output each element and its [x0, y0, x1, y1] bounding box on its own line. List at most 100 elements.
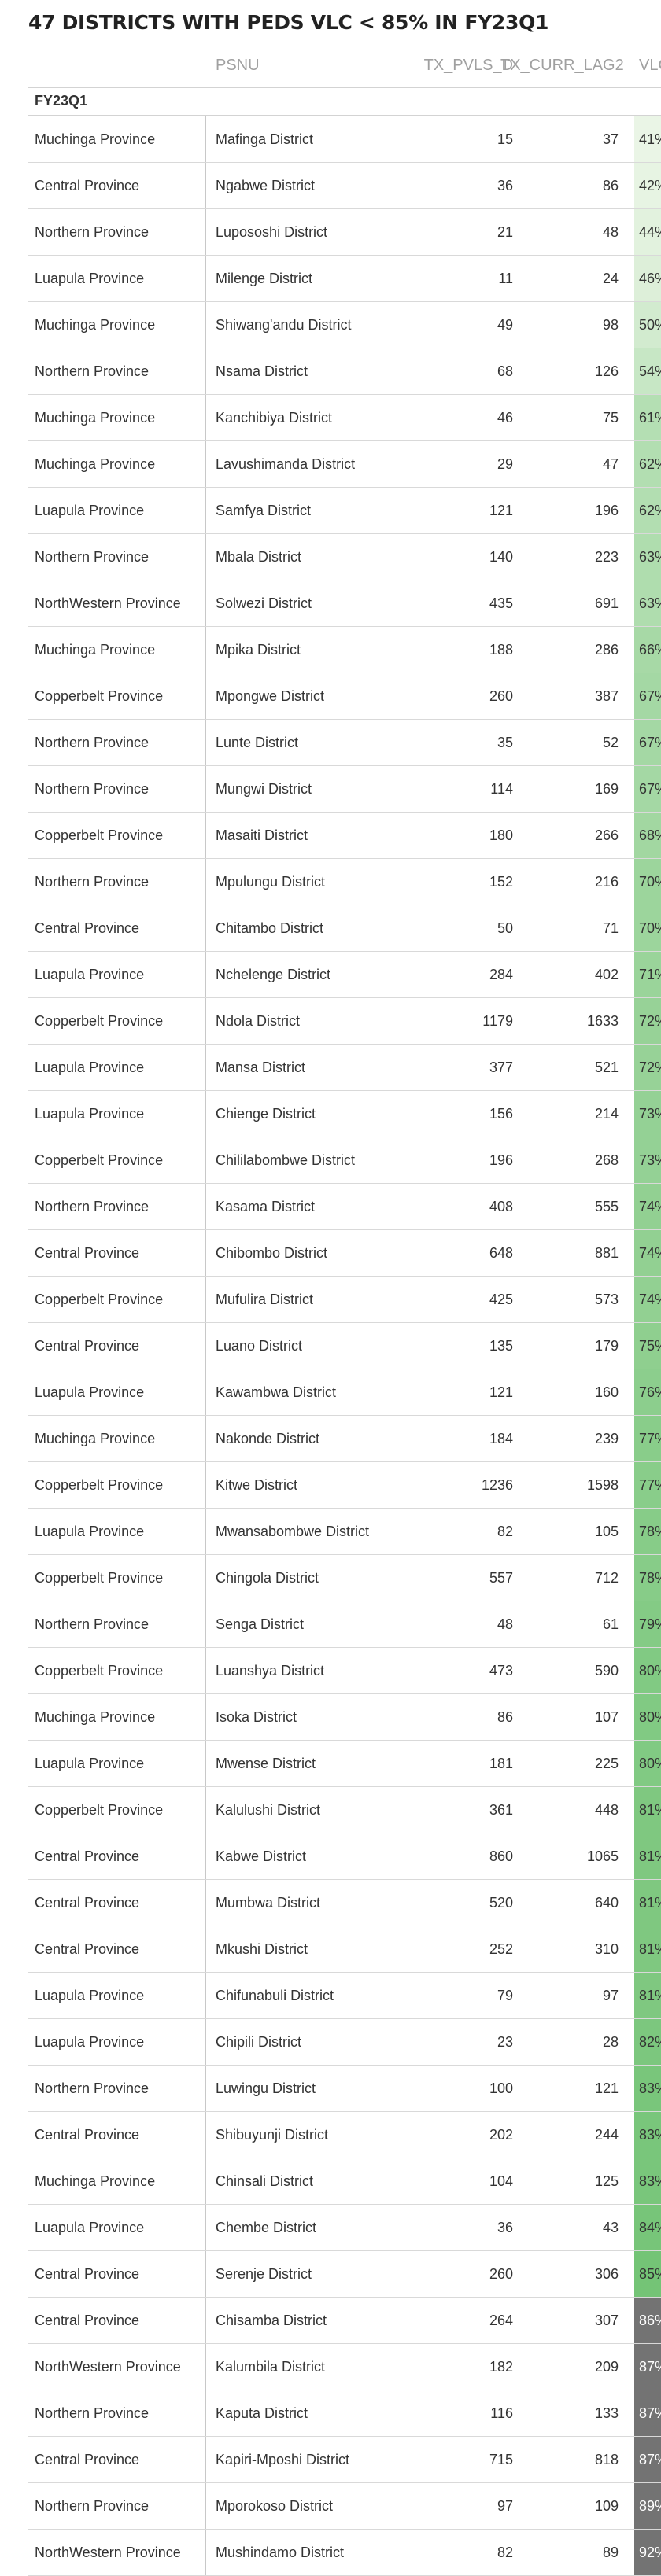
table-row: Copperbelt Province Chililabombwe Distric… [28, 1137, 661, 1184]
table-row: Central Province Mkushi District 252 310 81% [28, 1926, 661, 1973]
column-header-tx-pvls-d[interactable]: TX_PVLS_D [423, 57, 513, 74]
province-cell: Northern Province [35, 363, 150, 379]
tx-curr-lag2-cell: 133 [594, 2405, 619, 2421]
tx-pvls-d-cell: 1236 [481, 1477, 513, 1493]
column-divider [205, 1509, 206, 1554]
province-cell: Northern Province [35, 1199, 150, 1214]
psnu-cell: Kaputa District [216, 2405, 308, 2421]
tx-curr-lag2-cell: 169 [594, 781, 619, 797]
tx-curr-lag2-cell: 239 [594, 1431, 619, 1446]
tx-pvls-d-cell: 260 [489, 2266, 513, 2282]
table-row: Muchinga Province Mpika District 188 286 66% [28, 627, 661, 673]
column-divider [205, 859, 206, 905]
psnu-cell: Solwezi District [216, 595, 312, 611]
vlc-value: 71% [639, 967, 661, 982]
psnu-cell: Kalulushi District [216, 1802, 321, 1818]
vlc-value: 63% [639, 595, 661, 611]
psnu-cell: Lupososhi District [216, 224, 328, 240]
table-row: Copperbelt Province Mpongwe District 260 38… [28, 673, 661, 720]
psnu-cell: Chisamba District [216, 2313, 327, 2328]
psnu-cell: Shibuyunji District [216, 2127, 329, 2143]
psnu-cell: Chibombo District [216, 1245, 328, 1261]
column-divider [205, 2251, 206, 2297]
vlc-value: 50% [639, 317, 661, 333]
psnu-cell: Kasama District [216, 1199, 316, 1214]
tx-pvls-d-cell: 49 [497, 317, 513, 333]
tx-curr-lag2-cell: 448 [594, 1802, 619, 1818]
province-cell: Luapula Province [35, 271, 145, 286]
table-row: Northern Province Senga District 48 61 79% [28, 1601, 661, 1648]
psnu-cell: Luanshya District [216, 1663, 325, 1679]
tx-curr-lag2-cell: 160 [594, 1384, 619, 1400]
vlc-value: 84% [639, 2220, 661, 2235]
vlc-cell: 89% [634, 2483, 661, 2529]
vlc-value: 42% [639, 178, 661, 193]
vlc-value: 75% [639, 1338, 661, 1354]
province-cell: Northern Province [35, 735, 150, 750]
vlc-cell: 85% [634, 2251, 661, 2297]
column-header-psnu[interactable]: PSNU [216, 57, 260, 74]
tx-pvls-d-cell: 284 [489, 967, 513, 982]
column-divider [205, 1091, 206, 1137]
province-cell: Northern Province [35, 781, 150, 797]
column-header-tx-curr-lag2[interactable]: TX_CURR_LAG2 [500, 57, 624, 74]
vlc-cell: 81% [634, 1787, 661, 1833]
tx-curr-lag2-cell: 125 [594, 2173, 619, 2189]
vlc-cell: 84% [634, 2205, 661, 2250]
psnu-cell: Masaiti District [216, 827, 308, 843]
vlc-value: 62% [639, 503, 661, 518]
vlc-cell: 81% [634, 1926, 661, 1972]
province-cell: Central Province [35, 2452, 140, 2467]
vlc-value: 81% [639, 1895, 661, 1911]
tx-curr-lag2-cell: 402 [594, 967, 619, 982]
tx-pvls-d-cell: 11 [498, 271, 513, 286]
vlc-cell: 42% [634, 163, 661, 208]
table-row: Luapula Province Chifunabuli District 79 97… [28, 1973, 661, 2019]
group-header: FY23Q1 [28, 88, 661, 116]
vlc-cell: 68% [634, 813, 661, 858]
vlc-cell: 61% [634, 395, 661, 440]
province-cell: Muchinga Province [35, 1709, 156, 1725]
vlc-value: 78% [639, 1570, 661, 1586]
province-cell: Copperbelt Province [35, 688, 164, 704]
province-cell: Copperbelt Province [35, 1477, 164, 1493]
tx-pvls-d-cell: 377 [489, 1060, 513, 1075]
tx-curr-lag2-cell: 307 [594, 2313, 619, 2328]
tx-curr-lag2-cell: 109 [594, 2498, 619, 2514]
psnu-cell: Mpongwe District [216, 688, 325, 704]
column-divider [205, 1277, 206, 1322]
vlc-value: 46% [639, 271, 661, 286]
vlc-value: 89% [639, 2498, 661, 2514]
column-header-vlc[interactable]: VLC [639, 57, 661, 74]
vlc-cell: 70% [634, 859, 661, 905]
districts-table: PSNU TX_PVLS_D TX_CURR_LAG2 VLC FY23Q1 M… [28, 49, 661, 2576]
vlc-cell: 70% [634, 905, 661, 951]
province-cell: Copperbelt Province [35, 1663, 164, 1679]
vlc-value: 77% [639, 1431, 661, 1446]
province-cell: Muchinga Province [35, 317, 156, 333]
psnu-cell: Mansa District [216, 1060, 306, 1075]
column-divider [205, 1694, 206, 1740]
vlc-value: 67% [639, 735, 661, 750]
psnu-cell: Chifunabuli District [216, 1988, 334, 2003]
psnu-cell: Chitambo District [216, 920, 324, 936]
vlc-value: 77% [639, 1477, 661, 1493]
column-divider [205, 905, 206, 951]
vlc-value: 82% [639, 2034, 661, 2050]
province-cell: Muchinga Province [35, 642, 156, 658]
vlc-value: 74% [639, 1245, 661, 1261]
tx-pvls-d-cell: 196 [489, 1152, 513, 1168]
vlc-cell: 74% [634, 1184, 661, 1229]
vlc-cell: 66% [634, 627, 661, 673]
tx-pvls-d-cell: 184 [489, 1431, 513, 1446]
tx-curr-lag2-cell: 97 [602, 1988, 619, 2003]
tx-pvls-d-cell: 97 [497, 2498, 513, 2514]
tx-curr-lag2-cell: 1633 [586, 1013, 619, 1029]
province-cell: Copperbelt Province [35, 827, 164, 843]
column-divider [205, 2066, 206, 2111]
psnu-cell: Mafinga District [216, 131, 314, 147]
vlc-value: 80% [639, 1663, 661, 1679]
tx-curr-lag2-cell: 28 [602, 2034, 619, 2050]
vlc-cell: 54% [634, 348, 661, 394]
group-label: FY23Q1 [35, 93, 88, 109]
